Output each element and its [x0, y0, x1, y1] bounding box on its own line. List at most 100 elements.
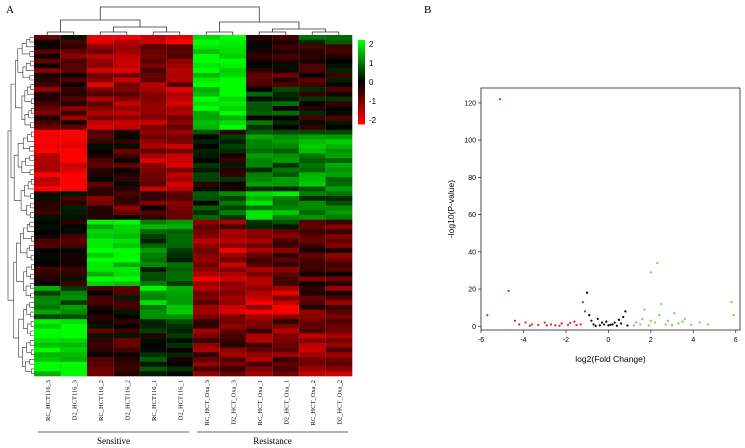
heatmap-cell [299, 72, 326, 78]
heatmap-cell [140, 233, 167, 239]
heatmap-cell [166, 87, 194, 93]
dendro-link [29, 245, 34, 251]
heatmap-cell [325, 328, 353, 334]
heatmap-cell [60, 252, 88, 258]
data-point [643, 308, 646, 311]
heatmap-cell [299, 53, 326, 59]
legend-swatch [358, 86, 365, 89]
heatmap-cell [60, 328, 88, 334]
heatmap-cell [325, 177, 353, 183]
legend-tick-label: 1 [369, 59, 374, 68]
heatmap-panel: 210-1-2 RC_HCT116_3 D2_HCT116_3 RC_HCT116_… [7, 6, 377, 446]
heatmap-cell [140, 286, 167, 292]
heatmap-cell [87, 210, 114, 216]
heatmap-cell [219, 181, 247, 187]
heatmap-cell [299, 319, 326, 325]
heatmap-cell [325, 172, 353, 178]
heatmap-cell [219, 177, 247, 183]
heatmap-cell [193, 262, 220, 268]
heatmap-cell [113, 139, 141, 145]
heatmap-cell [60, 129, 88, 135]
heatmap-cell [299, 196, 326, 202]
legend-tick-label: 0 [369, 78, 374, 87]
heatmap-cell [219, 309, 247, 315]
dendro-link [28, 110, 34, 119]
heatmap-cell [140, 63, 167, 69]
heatmap-cell [87, 139, 114, 145]
heatmap-cell [87, 124, 114, 131]
heatmap-cell [166, 238, 194, 244]
dendro-link [29, 221, 34, 228]
heatmap-cell [193, 257, 220, 263]
heatmap-cell [325, 319, 353, 325]
data-point [507, 289, 510, 293]
dendro-link [25, 361, 32, 372]
column-dendrogram [46, 6, 340, 35]
data-point [664, 323, 667, 326]
heatmap-cell [166, 248, 194, 254]
legend-swatch [358, 44, 365, 47]
heatmap-cell [219, 262, 247, 268]
legend-swatch [358, 42, 365, 45]
heatmap-cell [166, 196, 194, 202]
heatmap-cell [246, 248, 273, 254]
heatmap-cell [193, 352, 220, 358]
heatmap-cell [140, 87, 167, 93]
heatmap-cell [219, 124, 247, 131]
heatmap-cell [166, 290, 194, 296]
heatmap-cell [166, 295, 194, 301]
heatmap-cell [272, 238, 300, 244]
heatmap-cell [140, 124, 167, 131]
heatmap-cell [140, 238, 167, 244]
heatmap-cell [34, 186, 61, 192]
heatmap-cell [166, 200, 194, 206]
dendro-link [31, 368, 34, 374]
heatmap-cell [113, 314, 141, 320]
heatmap-cell [193, 148, 220, 154]
heatmap-cell [34, 167, 61, 173]
heatmap-cell [272, 68, 300, 74]
dendro-link [29, 169, 34, 176]
dendro-link [152, 31, 181, 35]
heatmap-cell [193, 115, 220, 121]
heatmap-cell [299, 309, 326, 315]
heatmap-cell [299, 352, 326, 358]
heatmap-cell [246, 68, 273, 74]
heatmap-cell [272, 309, 300, 315]
heatmap-cell [166, 177, 194, 183]
heatmap-cell [219, 139, 247, 145]
x-tick-label: -6 [478, 337, 484, 344]
heatmap-cell [166, 271, 194, 277]
dendro-link [30, 212, 34, 218]
heatmap-cell [272, 314, 300, 320]
heatmap-cell [246, 233, 273, 239]
heatmap-cell [299, 281, 326, 287]
heatmap-cell [219, 295, 247, 301]
heatmap-cell [325, 219, 353, 225]
heatmap-cell [87, 243, 114, 249]
heatmap-cell [299, 219, 326, 225]
dendro-link [31, 264, 34, 270]
heatmap-cell [60, 276, 88, 282]
legend-swatch [358, 58, 365, 62]
heatmap-cell [325, 115, 353, 121]
heatmap-cell [325, 214, 353, 221]
heatmap-cell [325, 120, 353, 126]
heatmap-cell [87, 53, 114, 59]
heatmap-cell [60, 196, 88, 202]
data-point [600, 321, 604, 324]
heatmap-cell [60, 290, 88, 296]
heatmap-cell [87, 366, 114, 372]
heatmap-cell [113, 267, 141, 273]
heatmap-cell [166, 314, 194, 320]
heatmap-cell [219, 210, 247, 216]
heatmap-cell [219, 233, 247, 239]
heatmap-cell [193, 347, 220, 353]
heatmap-cell [60, 229, 88, 235]
heatmap-cell [325, 148, 353, 154]
heatmap-cell [87, 110, 114, 116]
heatmap-cell [166, 342, 194, 348]
heatmap-cell [219, 290, 247, 296]
legend-swatch [358, 69, 365, 72]
